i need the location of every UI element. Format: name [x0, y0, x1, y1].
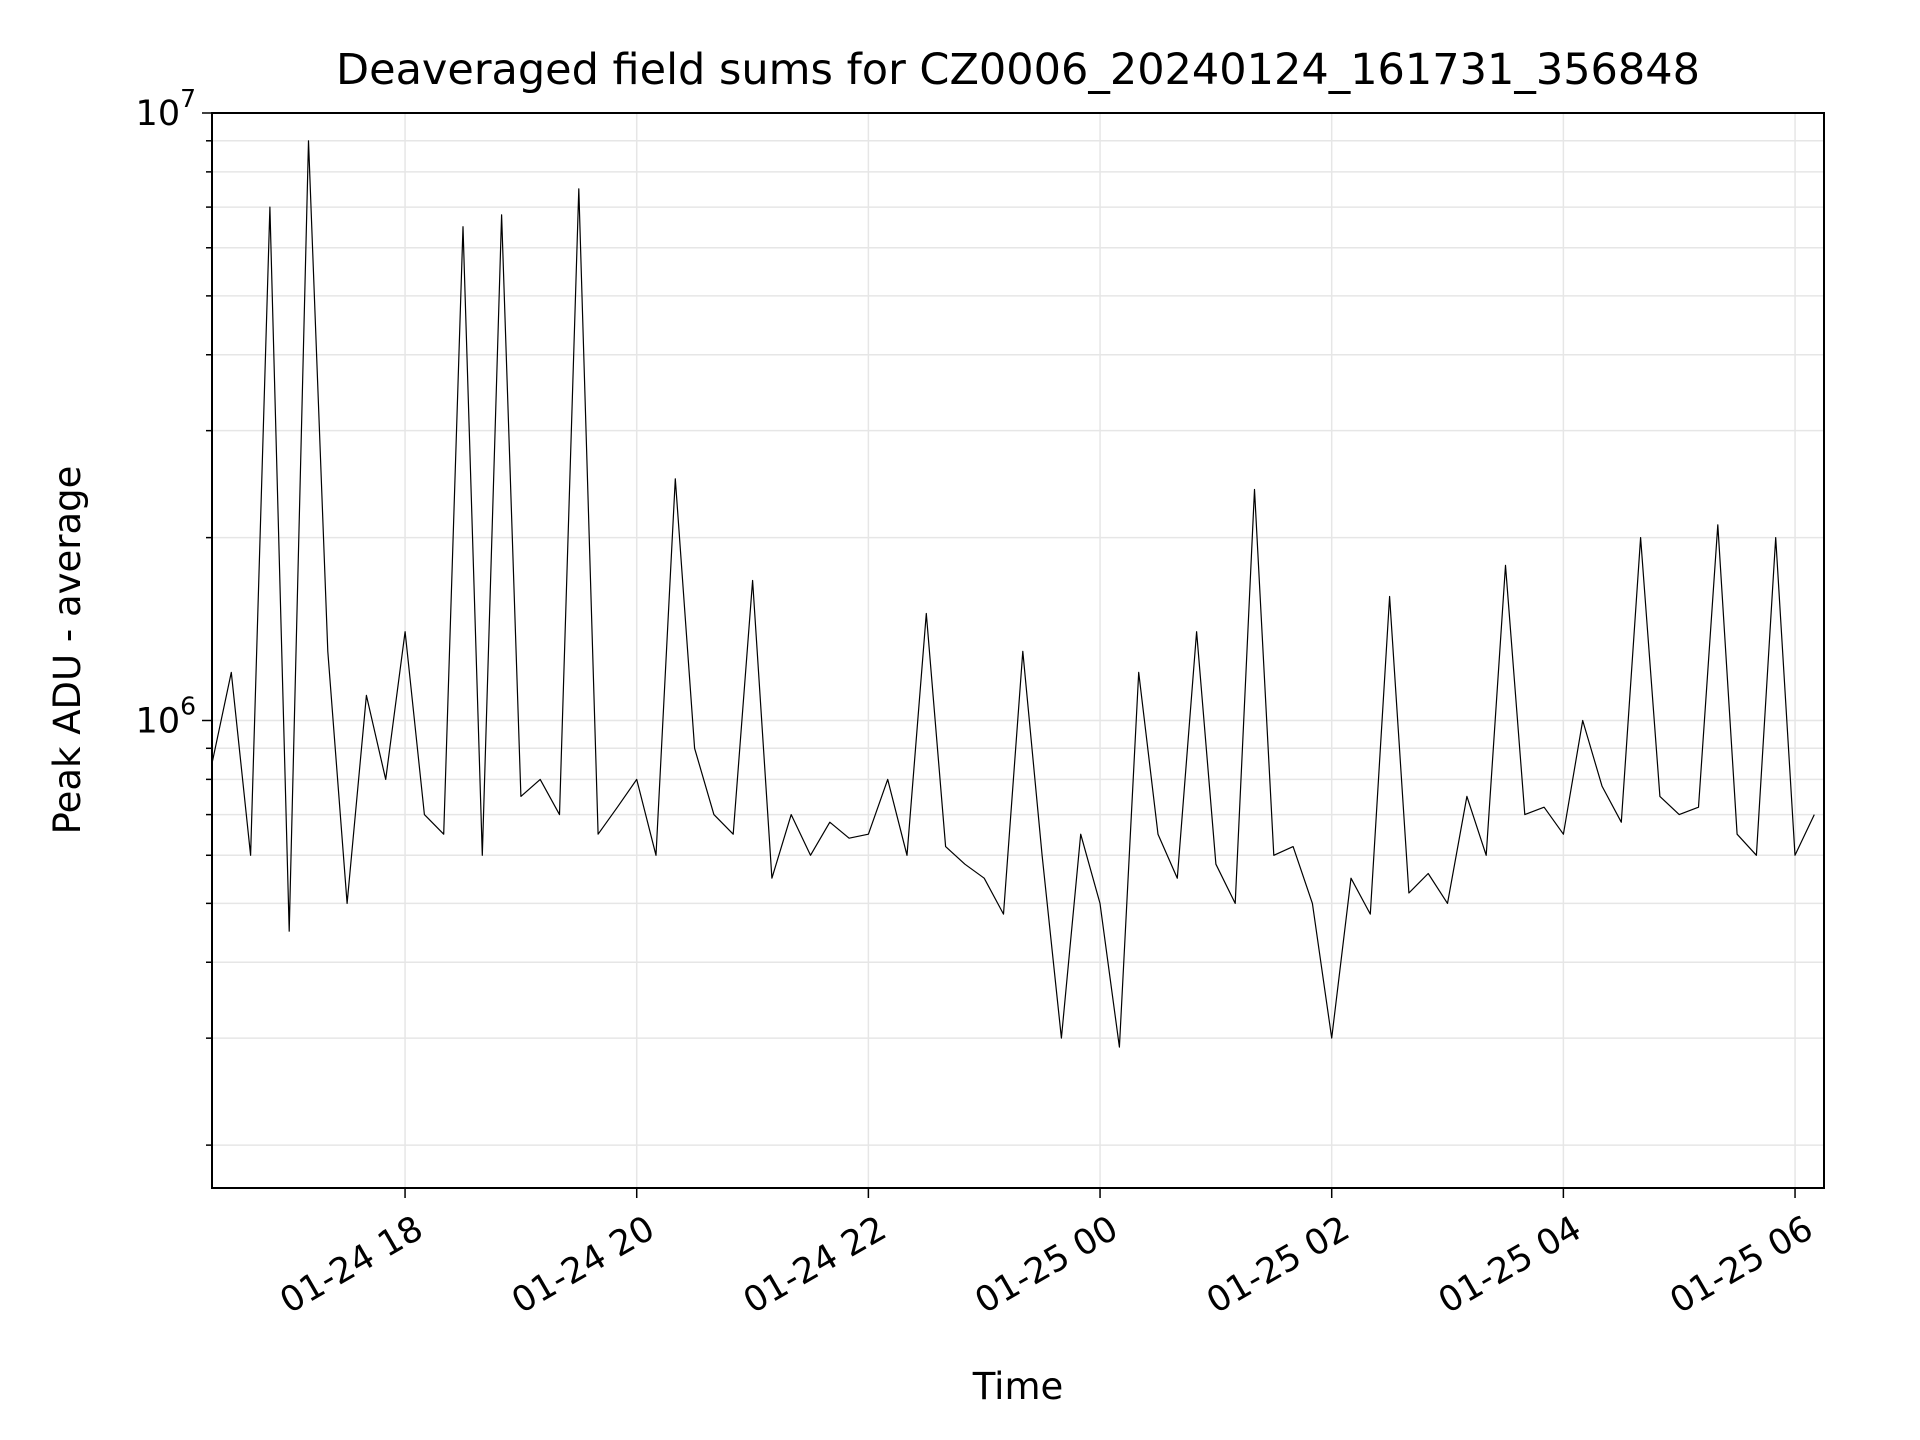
- x-axis-label: Time: [972, 1365, 1064, 1408]
- y-axis-label: Peak ADU - average: [46, 466, 89, 835]
- chart-title: Deaveraged field sums for CZ0006_2024012…: [336, 45, 1700, 95]
- plot-frame: [211, 112, 1825, 1189]
- grid: [212, 112, 1824, 1188]
- series-line: [211, 140, 1815, 1048]
